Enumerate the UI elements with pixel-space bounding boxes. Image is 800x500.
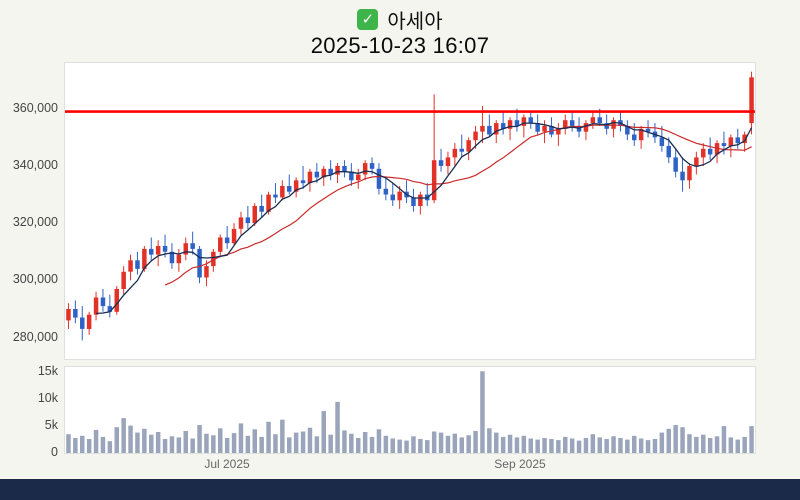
price-chart — [65, 71, 755, 341]
ma-long-line — [164, 124, 752, 286]
checkbox-checked-icon: ✓ — [357, 9, 379, 30]
price-chart-row: 360,000 340,000 320,000 300,000 280,000 — [0, 62, 800, 360]
volume-chart-row: 15k 10k 5k 0 — [0, 364, 800, 459]
volume-y-axis: 15k 10k 5k 0 — [0, 364, 64, 459]
x-axis-label: Sep 2025 — [494, 457, 546, 471]
chart-header: ✓ 아세아 2025-10-23 16:07 — [0, 0, 800, 59]
volume-bars — [66, 371, 754, 453]
price-axis-label: 340,000 — [12, 158, 58, 172]
price-axis-label: 320,000 — [12, 215, 58, 230]
volume-axis-label: 5k — [44, 418, 58, 433]
price-axis-label: 360,000 — [12, 100, 58, 115]
price-axis-label: 280,000 — [12, 329, 58, 344]
price-pane — [64, 62, 756, 360]
price-y-axis: 360,000 340,000 320,000 300,000 280,000 — [0, 62, 64, 360]
chart-datetime: 2025-10-23 16:07 — [310, 33, 490, 58]
stock-name: 아세아 — [387, 11, 443, 33]
x-axis: Jul 2025 Sep 2025 — [65, 454, 755, 472]
volume-axis-label: 0 — [51, 445, 58, 459]
bottom-bar — [0, 479, 800, 500]
volume-axis-label: 15k — [37, 364, 58, 379]
ma-short-line — [96, 121, 753, 315]
volume-axis-label: 10k — [37, 391, 58, 406]
x-axis-label: Jul 2025 — [204, 457, 250, 471]
volume-pane — [64, 366, 756, 454]
candlesticks — [66, 71, 754, 341]
volume-chart — [66, 371, 754, 453]
price-axis-label: 300,000 — [12, 272, 58, 287]
title-row: ✓ 아세아 — [0, 7, 800, 33]
